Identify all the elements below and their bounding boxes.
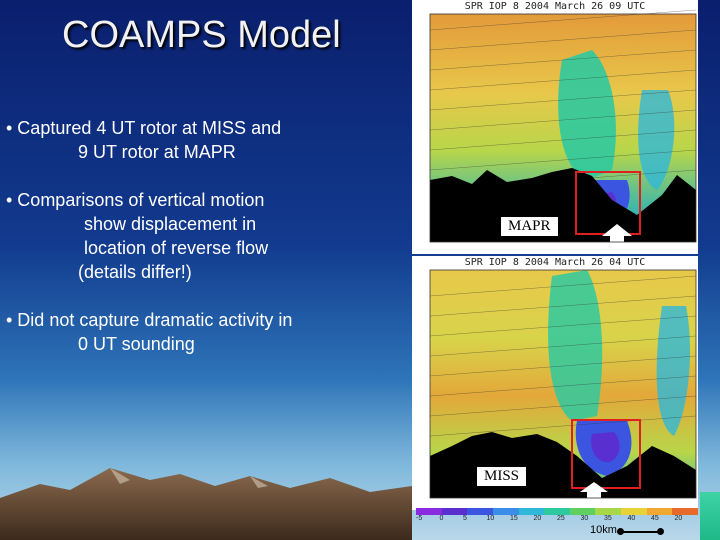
panel-title: SPR IOP 8 2004 March 26 09 UTC [464,1,646,12]
colorbar-tick-label: 45 [651,515,659,522]
colorbar-swatch [544,508,570,515]
colorbar-swatch [467,508,493,515]
colorbar-swatch [595,508,622,515]
colorbar-tick-label: 20 [533,515,542,522]
scale-end-dot [617,528,624,535]
slide-title: COAMPS Model [62,14,341,56]
model-panel-bottom: SPR IOP 8 2004 March 26 04 UTC MISS [412,256,698,510]
colorbar-tick-label: 25 [557,515,565,522]
bullet-line: 9 UT rotor at MAPR [78,142,236,162]
model-panel-top: SPR IOP 8 2004 March 26 09 UTC MAPR [412,0,698,254]
mountain-silhouette [0,468,412,540]
bullet-line: show displacement in [84,214,257,234]
site-label-miss: MISS [476,466,528,487]
cross-section-plot [429,9,697,243]
colorbar-tick-label: 15 [510,515,518,522]
colorbar-swatch [672,508,699,515]
distance-scale-label: 10km [590,524,617,536]
colorbar-tick-label: 5 [463,515,467,522]
bullet-line: • Comparisons of vertical motion [6,190,265,210]
colorbar-strip [416,508,699,515]
colorbar-swatch [518,508,545,515]
colorbar-swatch [569,508,596,515]
site-label-mapr: MAPR [500,216,559,237]
bullet-line: location of reverse flow [84,238,269,258]
colorbar-tick-label: 0 [439,515,444,522]
bullet-line: (details differ!) [78,262,192,282]
colorbar-tick-label: 30 [580,515,589,522]
colorbar-tick-label: 35 [604,515,612,522]
decorative-strip [700,492,720,540]
colorbar-swatch [441,508,468,515]
bullet-line: 0 UT sounding [78,334,195,354]
colorbar-swatch [646,508,673,515]
scale-end-dot [657,528,664,535]
panel-title: SPR IOP 8 2004 March 26 04 UTC [464,257,646,268]
colorbar-legend: -5 0 5 10 15 20 25 30 35 40 45 20 [416,508,699,522]
colorbar-tick-label: 20 [674,515,683,522]
colorbar-tick-label: 10 [486,515,495,522]
colorbar-tick-label: -5 [416,515,423,522]
bullet-line: • Captured 4 UT rotor at MISS and [6,118,282,138]
colorbar-swatch [621,508,647,515]
colorbar-labels: -5 0 5 10 15 20 25 30 35 40 45 20 [416,515,698,522]
colorbar-swatch [492,508,519,515]
bullet-line: • Did not capture dramatic activity in [6,310,293,330]
colorbar-tick-label: 40 [627,515,636,522]
bullet-list: • Captured 4 UT rotor at MISS and 9 UT r… [6,116,292,356]
colorbar-swatch [416,508,442,515]
cross-section-plot [429,269,697,499]
distance-scale-bar [620,531,660,533]
